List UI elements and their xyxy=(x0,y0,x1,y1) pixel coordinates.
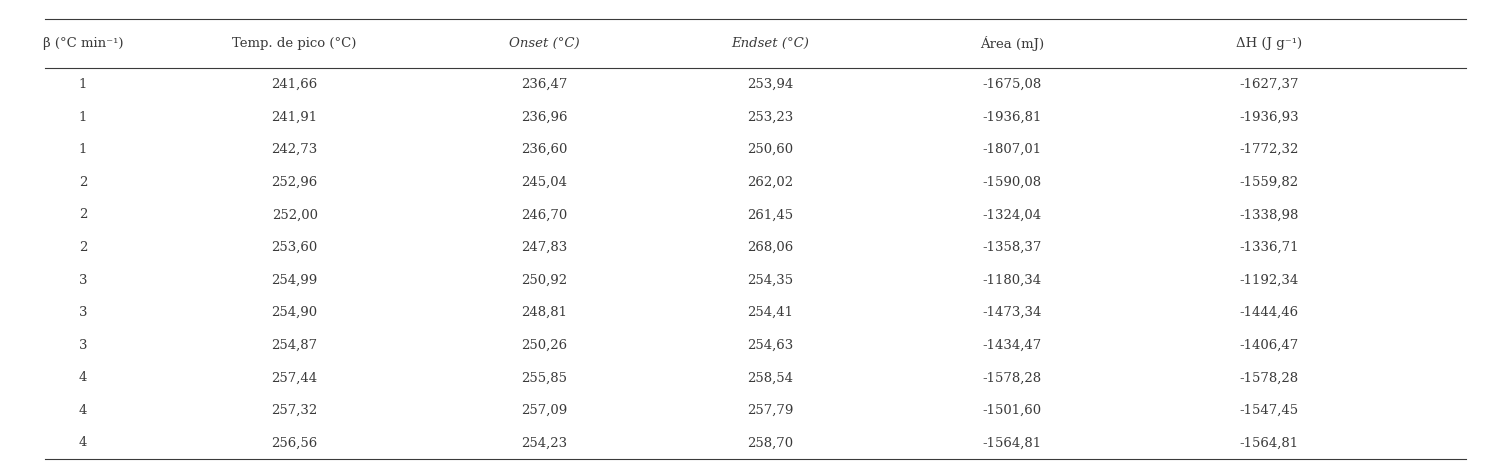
Text: Endset (°C): Endset (°C) xyxy=(731,37,810,50)
Text: -1180,34: -1180,34 xyxy=(982,274,1043,286)
Text: 255,85: 255,85 xyxy=(521,371,567,384)
Text: β (°C min⁻¹): β (°C min⁻¹) xyxy=(42,37,124,50)
Text: 254,90: 254,90 xyxy=(272,306,317,319)
Text: 3: 3 xyxy=(79,339,88,352)
Text: -1338,98: -1338,98 xyxy=(1239,208,1299,221)
Text: 4: 4 xyxy=(79,437,88,449)
Text: 4: 4 xyxy=(79,404,88,417)
Text: Onset (°C): Onset (°C) xyxy=(509,37,579,50)
Text: -1324,04: -1324,04 xyxy=(982,208,1043,221)
Text: 254,35: 254,35 xyxy=(748,274,793,286)
Text: -1627,37: -1627,37 xyxy=(1239,78,1299,91)
Text: ΔH (J g⁻¹): ΔH (J g⁻¹) xyxy=(1236,37,1302,50)
Text: 254,87: 254,87 xyxy=(272,339,317,352)
Text: 241,91: 241,91 xyxy=(272,111,317,124)
Text: 261,45: 261,45 xyxy=(748,208,793,221)
Text: 3: 3 xyxy=(79,306,88,319)
Text: -1936,81: -1936,81 xyxy=(982,111,1043,124)
Text: 245,04: 245,04 xyxy=(521,176,567,189)
Text: 252,96: 252,96 xyxy=(272,176,317,189)
Text: 248,81: 248,81 xyxy=(521,306,567,319)
Text: Temp. de pico (°C): Temp. de pico (°C) xyxy=(233,37,357,50)
Text: 254,41: 254,41 xyxy=(748,306,793,319)
Text: 1: 1 xyxy=(79,78,88,91)
Text: -1564,81: -1564,81 xyxy=(982,437,1043,449)
Text: 2: 2 xyxy=(79,176,88,189)
Text: -1564,81: -1564,81 xyxy=(1239,437,1299,449)
Text: 250,92: 250,92 xyxy=(521,274,567,286)
Text: -1501,60: -1501,60 xyxy=(982,404,1043,417)
Text: -1807,01: -1807,01 xyxy=(982,143,1043,156)
Text: -1578,28: -1578,28 xyxy=(1239,371,1299,384)
Text: -1434,47: -1434,47 xyxy=(982,339,1043,352)
Text: -1578,28: -1578,28 xyxy=(982,371,1043,384)
Text: 257,44: 257,44 xyxy=(272,371,317,384)
Text: 250,60: 250,60 xyxy=(748,143,793,156)
Text: 256,56: 256,56 xyxy=(272,437,317,449)
Text: 257,79: 257,79 xyxy=(748,404,793,417)
Text: -1675,08: -1675,08 xyxy=(982,78,1043,91)
Text: Área (mJ): Área (mJ) xyxy=(981,36,1044,51)
Text: 1: 1 xyxy=(79,111,88,124)
Text: 1: 1 xyxy=(79,143,88,156)
Text: 247,83: 247,83 xyxy=(521,241,567,254)
Text: 3: 3 xyxy=(79,274,88,286)
Text: 250,26: 250,26 xyxy=(521,339,567,352)
Text: -1444,46: -1444,46 xyxy=(1239,306,1299,319)
Text: 253,23: 253,23 xyxy=(748,111,793,124)
Text: 236,60: 236,60 xyxy=(521,143,567,156)
Text: 254,99: 254,99 xyxy=(272,274,317,286)
Text: -1406,47: -1406,47 xyxy=(1239,339,1299,352)
Text: 254,63: 254,63 xyxy=(748,339,793,352)
Text: 253,60: 253,60 xyxy=(272,241,317,254)
Text: 2: 2 xyxy=(79,241,88,254)
Text: -1192,34: -1192,34 xyxy=(1239,274,1299,286)
Text: 242,73: 242,73 xyxy=(272,143,317,156)
Text: 257,09: 257,09 xyxy=(521,404,567,417)
Text: 241,66: 241,66 xyxy=(272,78,317,91)
Text: 262,02: 262,02 xyxy=(748,176,793,189)
Text: 4: 4 xyxy=(79,371,88,384)
Text: 2: 2 xyxy=(79,208,88,221)
Text: 268,06: 268,06 xyxy=(748,241,793,254)
Text: -1336,71: -1336,71 xyxy=(1239,241,1299,254)
Text: -1936,93: -1936,93 xyxy=(1239,111,1299,124)
Text: 253,94: 253,94 xyxy=(748,78,793,91)
Text: 257,32: 257,32 xyxy=(272,404,317,417)
Text: -1358,37: -1358,37 xyxy=(982,241,1043,254)
Text: -1547,45: -1547,45 xyxy=(1239,404,1299,417)
Text: -1473,34: -1473,34 xyxy=(982,306,1043,319)
Text: 258,54: 258,54 xyxy=(748,371,793,384)
Text: -1559,82: -1559,82 xyxy=(1239,176,1299,189)
Text: 236,96: 236,96 xyxy=(521,111,567,124)
Text: -1772,32: -1772,32 xyxy=(1239,143,1299,156)
Text: 246,70: 246,70 xyxy=(521,208,567,221)
Text: -1590,08: -1590,08 xyxy=(982,176,1043,189)
Text: 258,70: 258,70 xyxy=(748,437,793,449)
Text: 236,47: 236,47 xyxy=(521,78,567,91)
Text: 252,00: 252,00 xyxy=(272,208,317,221)
Text: 254,23: 254,23 xyxy=(521,437,567,449)
